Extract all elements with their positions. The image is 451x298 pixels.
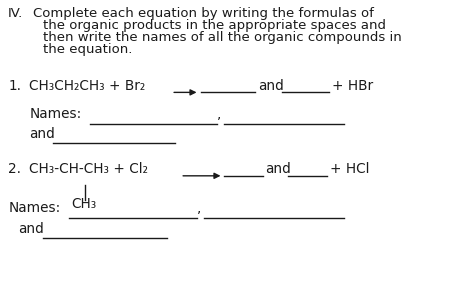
- Text: CH₃-CH-CH₃ + Cl₂: CH₃-CH-CH₃ + Cl₂: [29, 162, 148, 176]
- Text: 2.: 2.: [8, 162, 21, 176]
- Text: CH₃CH₂CH₃ + Br₂: CH₃CH₂CH₃ + Br₂: [29, 79, 145, 93]
- Text: the equation.: the equation.: [43, 43, 132, 56]
- Text: and: and: [265, 162, 290, 176]
- Text: Complete each equation by writing the formulas of: Complete each equation by writing the fo…: [32, 7, 373, 21]
- Text: and: and: [258, 79, 284, 93]
- Text: + HCl: + HCl: [329, 162, 368, 176]
- Text: 1.: 1.: [8, 79, 21, 93]
- Text: ,: ,: [217, 107, 221, 121]
- Text: ,: ,: [197, 201, 201, 215]
- Text: CH₃: CH₃: [71, 197, 97, 211]
- Text: Names:: Names:: [8, 201, 60, 215]
- Text: then write the names of all the organic compounds in: then write the names of all the organic …: [43, 31, 401, 44]
- Text: and: and: [18, 222, 44, 236]
- Text: Names:: Names:: [29, 107, 82, 121]
- Text: and: and: [29, 127, 55, 141]
- Text: IV.: IV.: [8, 7, 23, 21]
- Text: + HBr: + HBr: [331, 79, 373, 93]
- Text: the organic products in the appropriate spaces and: the organic products in the appropriate …: [43, 19, 385, 32]
